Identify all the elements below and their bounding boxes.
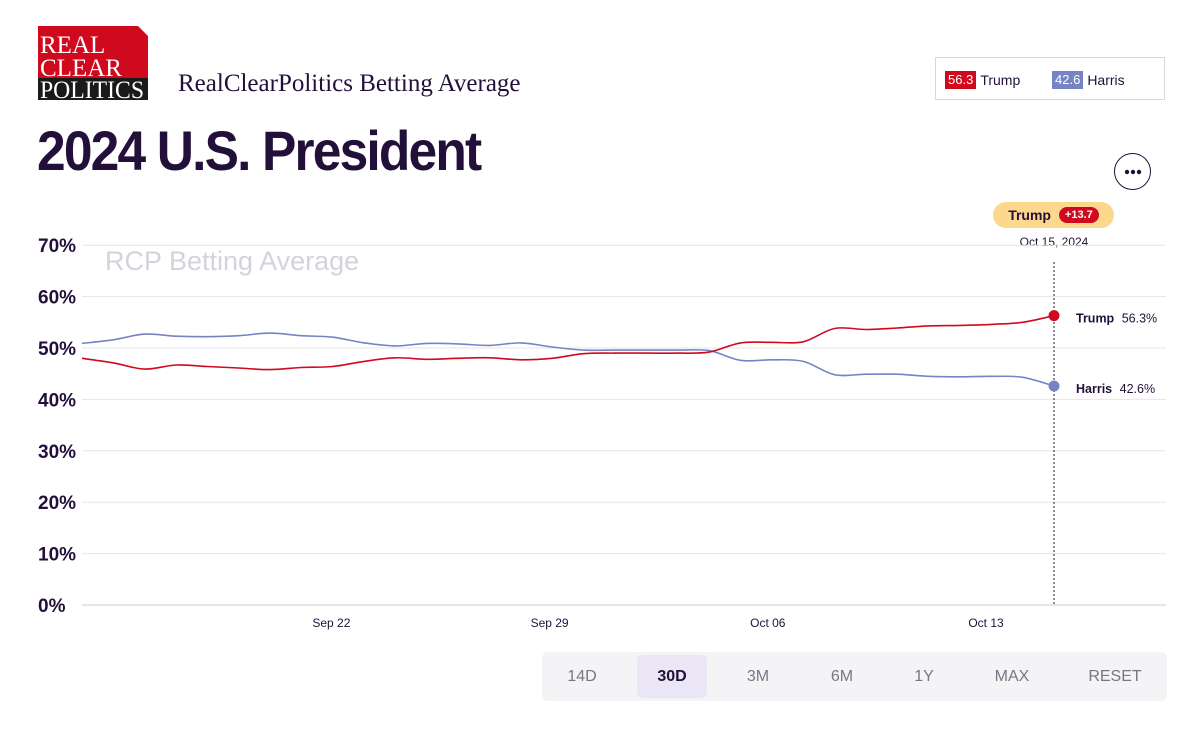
y-axis: 0% 10% 20% 30% 40% 50% 60% 70%: [38, 236, 76, 617]
x-axis: Sep 22 Sep 29 Oct 06 Oct 13: [312, 616, 1004, 630]
time-range-selector: 14D 30D 3M 6M 1Y MAX RESET: [542, 652, 1167, 701]
end-label-trump-name: Trump: [1076, 312, 1115, 326]
legend: 56.3 Trump 42.6 Harris: [935, 57, 1165, 100]
leader-name: Trump: [1008, 207, 1051, 223]
chart-watermark: RCP Betting Average: [105, 246, 360, 276]
y-tick-label: 60%: [38, 288, 76, 309]
legend-trump-value: 56.3: [945, 71, 977, 89]
y-tick-label: 70%: [38, 236, 76, 257]
series-line-trump[interactable]: [81, 314, 1055, 371]
range-button-reset[interactable]: RESET: [1088, 668, 1142, 685]
legend-item-trump[interactable]: 56.3 Trump: [945, 71, 1020, 89]
legend-item-harris[interactable]: 42.6 Harris: [1052, 71, 1125, 89]
x-tick-label: Sep 22: [312, 616, 350, 630]
end-label-trump-value: 56.3%: [1122, 312, 1157, 326]
y-tick-label: 50%: [38, 339, 76, 360]
range-button-max[interactable]: MAX: [994, 668, 1030, 685]
legend-harris-name: Harris: [1087, 72, 1125, 88]
logo-line-3: POLITICS: [40, 77, 144, 100]
range-button-30d[interactable]: 30D: [637, 655, 707, 698]
x-tick-label: Oct 13: [968, 616, 1004, 630]
end-label-harris: Harris 42.6%: [1076, 382, 1155, 396]
leader-badge: Trump +13.7: [993, 202, 1114, 228]
y-tick-label: 20%: [38, 493, 76, 514]
y-tick-label: 30%: [38, 442, 76, 463]
end-point-trump[interactable]: [1048, 310, 1060, 322]
range-button-14d[interactable]: 14D: [567, 668, 597, 685]
y-tick-label: 40%: [38, 390, 76, 411]
page-title: 2024 U.S. President: [37, 119, 482, 182]
end-label-harris-value: 42.6%: [1120, 382, 1155, 396]
end-point-harris[interactable]: [1048, 380, 1060, 392]
gridlines: [82, 244, 1166, 606]
legend-trump-name: Trump: [980, 72, 1021, 88]
logo-line-2: CLEAR: [40, 55, 122, 82]
range-button-1y[interactable]: 1Y: [914, 668, 934, 685]
range-button-6m[interactable]: 6M: [830, 668, 854, 685]
chart-subtitle: RealClearPolitics Betting Average: [178, 70, 521, 97]
range-button-3m[interactable]: 3M: [746, 668, 770, 685]
rcp-logo[interactable]: REAL CLEAR POLITICS: [38, 26, 148, 100]
x-tick-label: Sep 29: [531, 616, 569, 630]
more-options-button[interactable]: [1114, 153, 1151, 190]
logo-line-1: REAL: [40, 32, 105, 59]
legend-harris-value: 42.6: [1052, 71, 1084, 89]
leader-spread: +13.7: [1058, 207, 1099, 223]
end-label-trump: Trump 56.3%: [1076, 312, 1157, 326]
x-tick-label: Oct 06: [750, 616, 786, 630]
y-tick-label: 0%: [38, 596, 66, 617]
ellipsis-icon: [1124, 169, 1141, 174]
end-label-harris-name: Harris: [1076, 382, 1112, 396]
y-tick-label: 10%: [38, 545, 76, 566]
series-line-harris[interactable]: [81, 332, 1055, 387]
